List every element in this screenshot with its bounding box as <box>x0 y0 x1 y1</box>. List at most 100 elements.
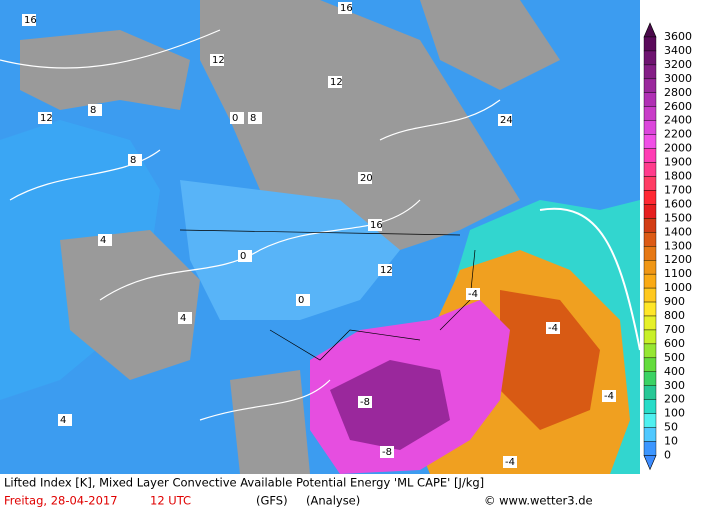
map-label: 8 <box>130 155 136 166</box>
land-alaska <box>20 30 190 110</box>
colorbar-segment <box>643 399 657 414</box>
cape-extreme <box>330 360 450 450</box>
map-label-box <box>602 390 616 402</box>
map-label-box <box>38 112 52 124</box>
colorbar-label: 2000 <box>664 142 692 155</box>
map-label-box <box>22 14 36 26</box>
map-label: 20 <box>360 173 373 184</box>
map-label-box <box>378 264 392 276</box>
colorbar-segment <box>643 64 657 80</box>
colorbar-label: 1700 <box>664 183 692 196</box>
map-label: 4 <box>60 415 66 426</box>
colorbar-label: 800 <box>664 309 685 322</box>
map-label-box <box>238 250 252 262</box>
colorbar-label: 2600 <box>664 100 692 113</box>
colorbar-segment <box>643 232 657 247</box>
colorbar-label: 2200 <box>664 128 692 141</box>
map-label-box <box>503 456 517 468</box>
cape-high <box>500 290 600 430</box>
colorbar-label: 1000 <box>664 281 692 294</box>
map-label: -8 <box>382 447 392 458</box>
map-label-box <box>230 112 244 124</box>
map-label: 12 <box>40 113 53 124</box>
footer-run: (Analyse) <box>306 494 360 508</box>
colorbar-segment <box>643 357 657 373</box>
footer-credit: © www.wetter3.de <box>484 494 593 508</box>
colorbar-label: 500 <box>664 351 685 364</box>
map-label-box <box>368 219 382 231</box>
map-label-box <box>546 322 560 334</box>
map-label-box <box>338 2 352 14</box>
colorbar-label: 200 <box>664 393 685 406</box>
colorbar-segment <box>643 427 657 442</box>
map-label-box <box>58 414 72 426</box>
map-label: 4 <box>180 313 186 324</box>
map-label: -4 <box>604 391 614 402</box>
colorbar-label: 1200 <box>664 253 692 266</box>
map-labels: 16 16 12 12 8 8 4 4 0 0 20 24 16 12 -4 -4 -4 -8 -8 -4 0 4 8 12 <box>22 2 616 468</box>
colorbar-label: 3200 <box>664 58 692 71</box>
colorbar-label: 1300 <box>664 239 692 252</box>
footer-model: (GFS) <box>256 494 288 508</box>
colorbar-bottom-arrow <box>643 455 657 471</box>
colorbar-label: 3000 <box>664 72 692 85</box>
map-label: 16 <box>370 220 383 231</box>
colorbar-segment <box>643 301 657 317</box>
map-label: 4 <box>100 235 106 246</box>
contours <box>0 29 641 421</box>
map-label-box <box>210 54 224 66</box>
colorbar-label: 3600 <box>664 30 692 43</box>
colorbar-label: 1500 <box>664 211 692 224</box>
map-label: 24 <box>500 115 513 126</box>
map-label-box <box>328 76 342 88</box>
map-label: 0 <box>240 251 246 262</box>
colorbar-label: 1900 <box>664 156 692 169</box>
map-label: -4 <box>505 457 515 468</box>
map-label-box <box>358 396 372 408</box>
colorbar-label: 1600 <box>664 197 692 210</box>
colorbar-segment <box>643 78 657 93</box>
colorbar-segment <box>643 148 657 163</box>
map-label-box <box>296 294 310 306</box>
land-mexico <box>230 370 310 474</box>
map-label: -4 <box>548 323 558 334</box>
map-label-box <box>248 112 262 124</box>
colorbar-segment <box>643 134 657 149</box>
colorbar-segment <box>643 246 657 261</box>
land-canada <box>200 0 520 250</box>
colorbar-label: 3400 <box>664 44 692 57</box>
colorbar-segment <box>643 36 657 52</box>
map-label: 8 <box>250 113 256 124</box>
map-label-box <box>178 312 192 324</box>
colorbar: 3600340032003000280026002400220020001900… <box>643 22 692 471</box>
colorbar-label: 0 <box>664 449 671 462</box>
colorbar-segment <box>643 287 657 303</box>
map-label-box <box>128 154 142 166</box>
colorbar-segment <box>643 413 657 428</box>
colorbar-label: 10 <box>664 435 678 448</box>
map-label-box <box>466 288 480 300</box>
colorbar-top-arrow <box>643 22 657 38</box>
land-us <box>180 180 400 320</box>
colorbar-segment <box>643 441 657 456</box>
map-label: -4 <box>468 289 478 300</box>
colorbar-segment <box>643 120 657 135</box>
colorbar-label: 50 <box>664 421 678 434</box>
land-west <box>60 230 200 380</box>
colorbar-label: 700 <box>664 323 685 336</box>
colorbar-label: 2400 <box>664 114 692 127</box>
map-label-box <box>358 172 372 184</box>
map-label: 16 <box>340 3 353 14</box>
land-north <box>420 0 560 90</box>
map-label-box <box>380 446 394 458</box>
map-label: 12 <box>330 77 343 88</box>
colorbar-label: 1100 <box>664 267 692 280</box>
colorbar-segment <box>643 315 657 331</box>
colorbar-label: 300 <box>664 379 685 392</box>
map-label: 0 <box>298 295 304 306</box>
colorbar-segment <box>643 162 657 177</box>
colorbar-label: 400 <box>664 365 685 378</box>
map-label: 0 <box>232 113 238 124</box>
colorbar-segment <box>643 343 657 359</box>
